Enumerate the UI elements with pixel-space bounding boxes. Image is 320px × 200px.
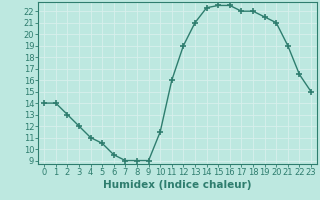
X-axis label: Humidex (Indice chaleur): Humidex (Indice chaleur) bbox=[103, 180, 252, 190]
